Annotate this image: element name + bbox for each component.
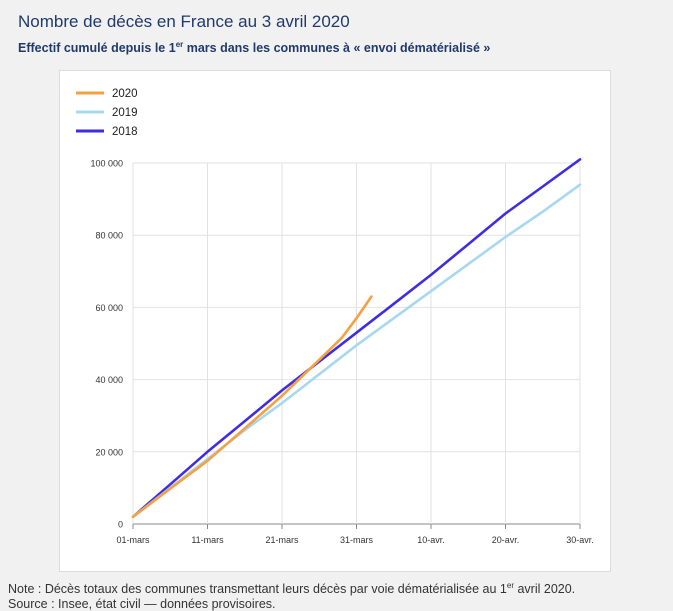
line-chart: 0 20 000 40 000 60 000 80 000 100 000 01-mars 1… [76,88,594,546]
x-tick-label: 30-avr. [566,535,594,545]
footnote-superscript: er [506,581,514,590]
y-tick-label: 80 000 [95,231,123,241]
y-tick-label: 60 000 [95,303,123,313]
subtitle-superscript: er [175,40,184,49]
x-tick-label: 20-avr. [492,535,520,545]
x-tick-label: 31-mars [340,535,374,545]
legend-label-2019: 2019 [112,107,138,119]
series-line-2020 [131,295,373,519]
footnote-line-2: Source : Insee, état civil — données pro… [8,597,276,611]
y-tick-label: 0 [118,520,123,530]
grid-layer [132,162,581,525]
axis-layer: 0 20 000 40 000 60 000 80 000 100 000 01-mars 1… [90,159,593,546]
chart-card: 0 20 000 40 000 60 000 80 000 100 000 01-mars 1… [59,70,611,572]
subtitle-text-start: Effectif cumulé depuis le 1 [18,41,176,56]
footnote-text-start: Note : Décès totaux des communes transme… [8,582,507,597]
x-tick-label: 01-mars [116,535,150,545]
x-tick-label: 21-mars [265,535,299,545]
legend: 2020 2019 2018 [76,88,138,138]
footnote: Note : Décès totaux des communes transme… [8,581,575,596]
series-line-2018 [131,158,582,519]
page-subtitle: Effectif cumulé depuis le 1er mars dans … [18,40,490,55]
y-tick-label: 40 000 [95,375,123,385]
page-title: Nombre de décès en France au 3 avril 202… [18,12,350,31]
legend-label-2020: 2020 [112,88,138,100]
y-tick-label: 100 000 [90,159,123,169]
footnote-text-end: avril 2020. [514,582,576,597]
legend-label-2018: 2018 [112,126,138,138]
y-tick-label: 20 000 [95,447,123,457]
subtitle-text-end: mars dans les communes à « envoi dématér… [183,41,491,56]
x-tick-label: 11-mars [191,535,224,545]
series-line-2019 [131,183,582,519]
x-tick-label: 10-avr. [417,535,445,545]
series-layer [131,158,582,519]
